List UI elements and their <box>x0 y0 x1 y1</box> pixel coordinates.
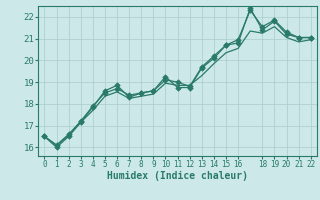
X-axis label: Humidex (Indice chaleur): Humidex (Indice chaleur) <box>107 171 248 181</box>
